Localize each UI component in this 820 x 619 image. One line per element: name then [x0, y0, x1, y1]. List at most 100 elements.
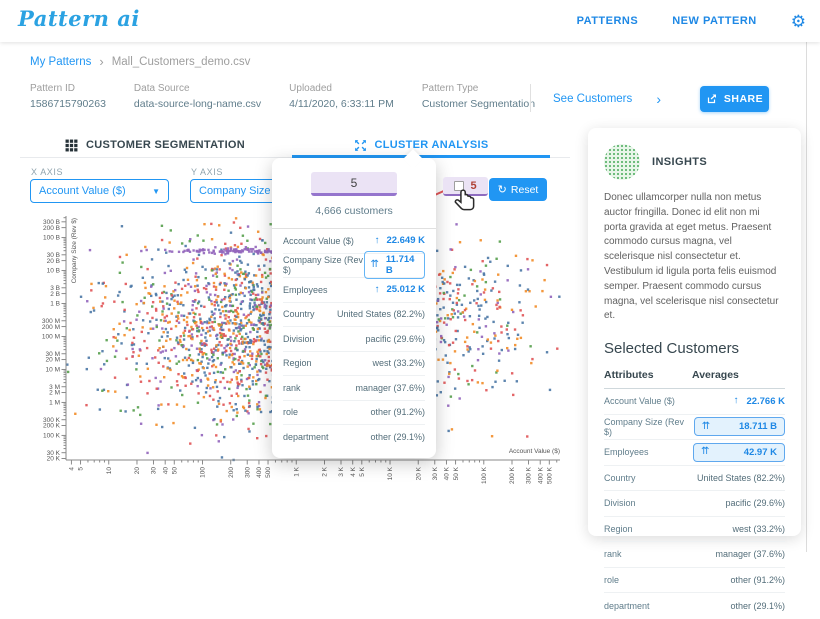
metric-value: ⇈ 42.97 K — [693, 442, 785, 462]
attribute-label: Division — [283, 333, 315, 344]
header-nav: PATTERNS NEW PATTERN ⚙ — [577, 0, 806, 42]
attribute-label: role — [604, 574, 620, 585]
attribute-label: Region — [283, 358, 312, 369]
insights-header: INSIGHTS — [604, 144, 785, 180]
pattern-type-field: Pattern Type Customer Segmentation — [422, 83, 535, 110]
popup-row: department other (29.1%) — [283, 425, 425, 450]
breadcrumb-separator-icon: › — [99, 54, 104, 69]
selected-customers-rows: Account Value ($) ↑ 22.766 K Company Size (… — [604, 389, 785, 619]
chevron-right-icon: › — [656, 91, 661, 107]
refresh-icon: ↻ — [497, 184, 507, 196]
metric-number: 11.714 B — [385, 254, 415, 277]
gear-icon[interactable]: ⚙ — [790, 11, 806, 31]
attribute-label: Country — [283, 309, 315, 320]
popup-row: rank manager (37.6%) — [283, 376, 425, 401]
nav-new-pattern[interactable]: NEW PATTERN — [672, 15, 757, 27]
breadcrumb: My Patterns › Mall_Customers_demo.csv — [30, 54, 250, 69]
up-arrow-icon: ↑ — [374, 283, 380, 295]
metric-value: ↑ 22.766 K — [733, 396, 785, 407]
x-axis-select[interactable]: Account Value ($) ▼ — [30, 179, 169, 203]
attribute-value: United States (82.2%) — [696, 472, 785, 483]
data-source-field: Data Source data-source-long-name.csv — [134, 83, 261, 110]
scrollbar-track[interactable] — [806, 42, 807, 552]
popup-cluster-badge: 5 — [311, 172, 397, 196]
attribute-label: Employees — [604, 447, 649, 458]
attribute-label: Account Value ($) — [283, 235, 354, 246]
popup-row: Region west (33.2%) — [283, 352, 425, 376]
metric-number: 42.97 K — [743, 446, 777, 458]
table-row: Region west (33.2%) — [604, 517, 785, 543]
attribute-label: department — [283, 432, 329, 443]
popup-row: Country United States (82.2%) — [283, 303, 425, 327]
double-up-arrow-icon: ⇈ — [701, 446, 710, 458]
table-row: Country United States (82.2%) — [604, 466, 785, 492]
pattern-id-label: Pattern ID — [30, 83, 76, 94]
insights-title: INSIGHTS — [652, 156, 708, 168]
tab-customer-segmentation[interactable]: CUSTOMER SEGMENTATION — [20, 134, 290, 156]
insights-text: Donec ullamcorper nulla non metus auctor… — [604, 192, 779, 322]
attribute-value: other (29.1%) — [730, 600, 785, 611]
table-row: department other (29.1%) — [604, 593, 785, 619]
attribute-value: other (91.2%) — [730, 574, 785, 585]
data-source-value: data-source-long-name.csv — [133, 98, 262, 110]
double-up-arrow-icon: ⇈ — [701, 420, 711, 432]
popup-rows: Account Value ($) ↑ 22.649 K Company Size (… — [272, 229, 436, 450]
attribute-value: pacific (29.6%) — [725, 498, 785, 509]
chevron-down-icon: ▼ — [152, 186, 160, 196]
attribute-value: west (33.2%) — [732, 523, 785, 534]
attribute-label: rank — [283, 382, 301, 393]
cluster-chip-number: 5 — [470, 179, 477, 192]
cluster-checkbox[interactable] — [454, 180, 465, 191]
pattern-type-label: Pattern Type — [421, 83, 479, 94]
grid-icon — [65, 139, 78, 151]
info-divider — [530, 84, 531, 112]
attribute-value: manager (37.6%) — [355, 382, 425, 393]
insights-dots-icon — [604, 144, 640, 180]
averages-column-header: Averages — [692, 369, 739, 382]
cluster-popup: 5 4,666 customers Account Value ($) ↑ 22.6… — [272, 149, 436, 458]
y-axis-label: Y AXIS — [191, 167, 223, 177]
reset-label: Reset — [510, 183, 539, 196]
insights-panel: INSIGHTS Donec ullamcorper nulla non met… — [588, 128, 801, 611]
nav-patterns[interactable]: PATTERNS — [576, 15, 639, 27]
pattern-id-value: 1586715790263 — [30, 98, 106, 110]
attribute-label: Company Size (Rev $) — [604, 416, 685, 437]
share-button[interactable]: SHARE — [700, 86, 769, 112]
table-row: Division pacific (29.6%) — [604, 491, 785, 517]
attribute-value: other (91.2%) — [370, 407, 425, 418]
tab-cluster-analysis-label: CLUSTER ANALYSIS — [374, 139, 489, 151]
see-customers-label: See Customers — [553, 93, 633, 105]
cluster-icon — [354, 139, 366, 151]
popup-separator — [272, 228, 436, 229]
table-row: role other (91.2%) — [604, 568, 785, 594]
pattern-info-bar: Pattern ID 1586715790263 Data Source dat… — [30, 83, 535, 110]
attributes-column-header: Attributes — [604, 369, 654, 382]
metric-value: ⇈ 11.714 B — [363, 251, 425, 280]
popup-row: role other (91.2%) — [283, 401, 425, 425]
share-label: SHARE — [723, 93, 764, 105]
tab-cluster-analysis[interactable]: CLUSTER ANALYSIS — [292, 134, 550, 156]
attribute-label: Company Size (Rev $) — [283, 255, 364, 276]
attribute-value: manager (37.6%) — [715, 549, 785, 560]
reset-button[interactable]: ↻ Reset — [489, 178, 547, 201]
metric-number: 22.649 K — [386, 235, 425, 247]
table-row: Employees ⇈ 42.97 K — [604, 440, 785, 466]
pattern-id-field: Pattern ID 1586715790263 — [30, 83, 106, 110]
attribute-label: Employees — [283, 284, 328, 295]
attribute-label: department — [604, 600, 650, 611]
attribute-value: other (29.1%) — [370, 432, 425, 443]
attribute-label: rank — [604, 549, 622, 560]
popup-row: Account Value ($) ↑ 22.649 K — [283, 229, 425, 254]
see-customers-link[interactable]: See Customers › — [553, 92, 661, 106]
up-arrow-icon: ↑ — [374, 234, 380, 246]
app-header: Pattern ai PATTERNS NEW PATTERN ⚙ — [0, 0, 820, 42]
hand-cursor-icon — [454, 189, 475, 211]
up-arrow-icon: ↑ — [733, 395, 739, 407]
uploaded-value: 4/11/2020, 6:33:11 PM — [289, 98, 394, 110]
attribute-label: Country — [604, 472, 636, 483]
popup-customer-count: 4,666 customers — [315, 205, 393, 217]
popup-row: Employees ↑ 25.012 K — [283, 278, 425, 303]
uploaded-field: Uploaded 4/11/2020, 6:33:11 PM — [289, 83, 394, 110]
metric-value: ↑ 22.649 K — [374, 235, 425, 246]
breadcrumb-my-patterns[interactable]: My Patterns — [30, 55, 92, 68]
